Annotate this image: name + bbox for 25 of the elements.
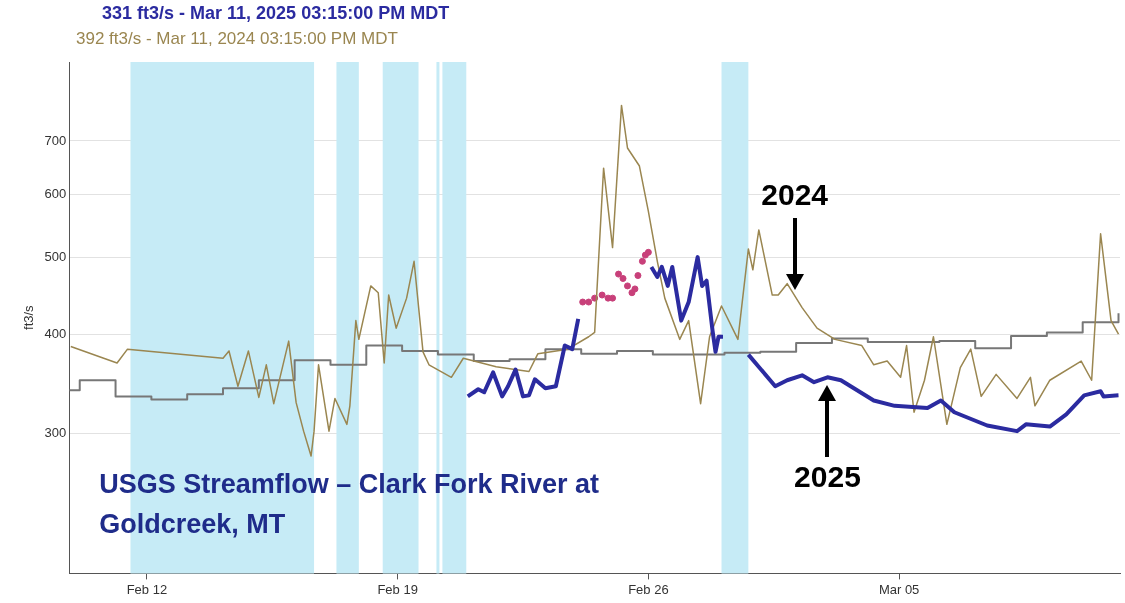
x-tick-label: Feb 26 (628, 581, 669, 597)
x-tick-label: Mar 05 (878, 581, 920, 597)
y-tick-label: 700 (44, 132, 67, 148)
text: USGS Streamflow – Clark Fork River at Goldcreek, MT (99, 468, 599, 539)
point (585, 298, 593, 306)
point (631, 285, 639, 293)
y-tick-label: 300 (44, 425, 67, 441)
point (619, 274, 627, 282)
y-tick-label: 500 (44, 248, 67, 264)
point (598, 291, 606, 299)
point (615, 270, 623, 278)
point (609, 294, 617, 302)
y-tick-label: 600 (44, 185, 67, 201)
y-tick-label: 400 (44, 325, 67, 341)
point (638, 257, 646, 265)
point (634, 272, 642, 280)
annotation: 2024 (761, 178, 829, 212)
y-axis-title: ft3/s (21, 304, 37, 330)
point (579, 298, 587, 306)
x-tick-label: Feb 19 (377, 581, 418, 597)
text: 331 ft3/s - Mar 11, 2025 03:15:00 PM MDT (102, 2, 450, 23)
x-tick-label: Feb 12 (126, 581, 168, 597)
annotation: 2025 (794, 459, 861, 493)
point (623, 282, 631, 290)
text: 392 ft3/s - Mar 11, 2024 03:15:00 PM MDT (76, 28, 398, 48)
